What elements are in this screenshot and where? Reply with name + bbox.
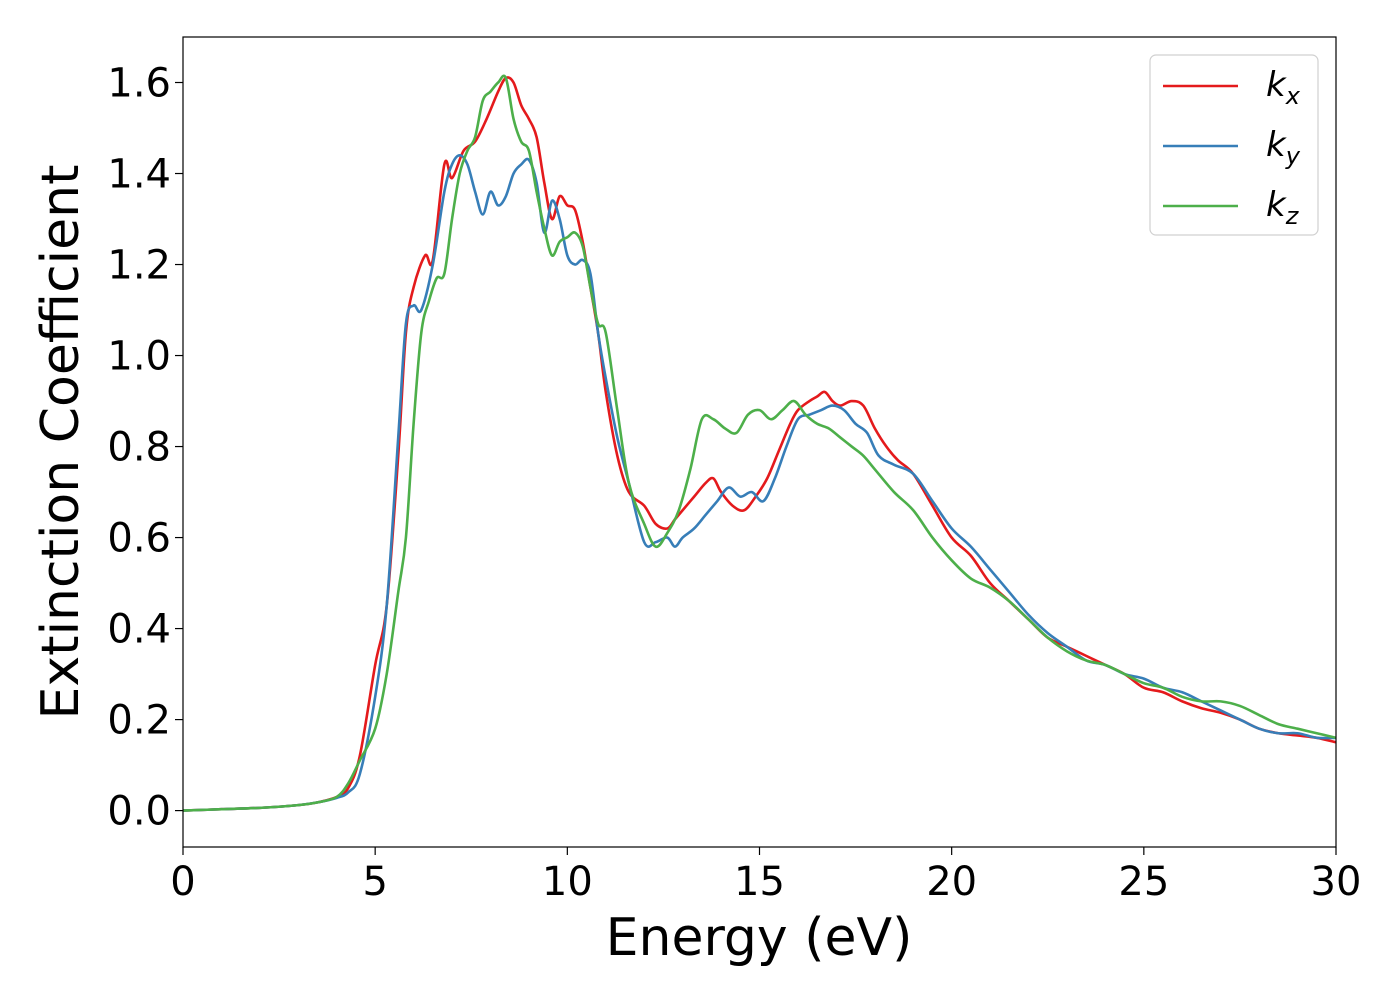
y-tick-label: 0.8 [107, 425, 171, 471]
series-line-kx [183, 76, 1336, 812]
x-axis-ticks: 0 5 10 15 20 25 30 [170, 847, 1361, 905]
y-axis-label: Extinction Coefficient [31, 165, 91, 720]
x-tick-label: 0 [170, 859, 195, 905]
y-tick-label: 0.2 [107, 698, 171, 744]
x-tick-label: 10 [542, 859, 593, 905]
series-lines [183, 74, 1336, 812]
legend-label-kz: kz [1266, 185, 1300, 230]
series-line-kz [183, 74, 1336, 812]
legend-label-subscript: y [1285, 142, 1301, 170]
y-tick-label: 0.4 [107, 607, 171, 653]
y-tick-label: 1.6 [107, 61, 171, 107]
plot-area [183, 37, 1336, 847]
y-tick-label: 1.2 [107, 243, 171, 289]
x-axis-label: Energy (eV) [606, 908, 913, 968]
series-line-ky [183, 154, 1336, 812]
y-tick-label: 0.0 [107, 789, 171, 835]
x-tick-label: 5 [362, 859, 387, 905]
x-tick-label: 30 [1311, 859, 1362, 905]
legend-label-base: k [1266, 185, 1287, 225]
legend-label-ky: ky [1266, 125, 1301, 170]
legend-label-base: k [1266, 65, 1287, 105]
legend-label-base: k [1266, 125, 1287, 165]
y-tick-label: 1.0 [107, 334, 171, 380]
legend-label-kx: kx [1266, 65, 1301, 110]
legend-label-subscript: x [1285, 82, 1301, 110]
x-tick-label: 25 [1118, 859, 1169, 905]
y-axis-ticks: 0.0 0.2 0.4 0.6 0.8 1.0 1.2 1.4 1.6 [107, 61, 183, 835]
y-tick-label: 0.6 [107, 516, 171, 562]
y-tick-label: 1.4 [107, 152, 171, 198]
legend-label-subscript: z [1285, 202, 1300, 230]
x-tick-label: 15 [734, 859, 785, 905]
x-tick-label: 20 [926, 859, 977, 905]
